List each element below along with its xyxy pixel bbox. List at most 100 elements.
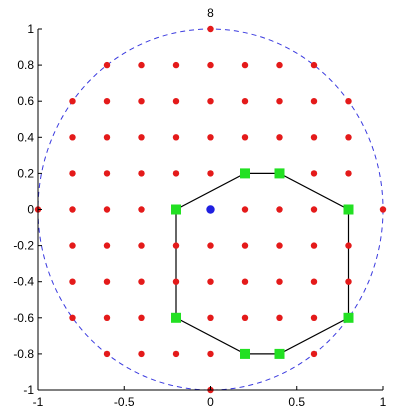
grid-point [172, 278, 180, 285]
y-tick-label: 0.6 [17, 94, 34, 108]
grid-point [172, 350, 180, 358]
grid-point [241, 61, 249, 69]
y-tick-label: -0.4 [13, 275, 34, 289]
y-tick-label: -1 [23, 383, 34, 397]
grid-point [310, 314, 318, 321]
grid-point [276, 98, 283, 105]
grid-point [241, 206, 249, 213]
polygon-outline [175, 172, 350, 355]
grid-point [276, 206, 283, 213]
vertex-marker [240, 348, 250, 359]
grid-point [103, 314, 111, 321]
x-tick-label: 1 [380, 395, 387, 409]
grid-point [345, 134, 352, 141]
grid-point [241, 278, 249, 285]
grid-point [103, 206, 111, 213]
grid-point [138, 61, 145, 69]
grid-point [276, 61, 283, 69]
y-tick-label: 0.8 [17, 58, 34, 72]
y-tick-label: -0.2 [13, 239, 34, 253]
y-tick-label: 0 [27, 203, 34, 217]
grid-point [310, 134, 318, 141]
grid-point [345, 242, 352, 249]
vertex-marker [343, 312, 354, 323]
grid-point [276, 278, 283, 285]
grid-point [207, 134, 214, 141]
grid-point [207, 25, 214, 33]
grid-point [172, 134, 180, 141]
grid-point [207, 98, 214, 105]
grid-point [138, 170, 145, 177]
grid-point [138, 278, 145, 285]
y-tick-label: 1 [27, 22, 34, 36]
grid-point [310, 98, 318, 105]
grid-point [69, 170, 76, 177]
grid-point [69, 98, 76, 105]
grid-point [138, 206, 145, 213]
grid-point [172, 61, 180, 69]
grid-point [138, 134, 145, 141]
y-tick-label: 0.2 [17, 166, 34, 180]
x-tick-label: -0.5 [114, 395, 135, 409]
x-tick-label: 0.5 [288, 395, 305, 409]
grid-point [103, 350, 111, 358]
polygon-layer [175, 172, 350, 355]
axes-layer: 1 0.8 0.6 0.4 0.2 0 -0.2 -0.4 -0.6 -0.8 -1-1 -0.5 0 0… [13, 22, 386, 409]
grid-point [103, 61, 111, 69]
grid-point [207, 350, 214, 358]
vertex-marker [171, 312, 181, 323]
y-tick-label: -0.8 [13, 347, 34, 361]
grid-point [207, 314, 214, 321]
y-tick-label: 0.4 [17, 130, 34, 144]
grid-point [276, 134, 283, 141]
grid-point [379, 206, 387, 213]
grid-point [310, 278, 318, 285]
grid-point [103, 134, 111, 141]
grid-point [138, 314, 145, 321]
grid-point [310, 350, 318, 358]
grid-point [310, 242, 318, 249]
vertex-marker [274, 348, 285, 359]
grid-point [172, 242, 180, 249]
grid-point [69, 206, 76, 213]
grid-point [310, 170, 318, 177]
grid-point [69, 242, 76, 249]
grid-point [207, 61, 214, 69]
grid-point [241, 242, 249, 249]
chart-title: 8 [207, 6, 214, 20]
vertex-markers-layer [171, 168, 354, 359]
grid-point [138, 350, 145, 358]
grid-point [103, 242, 111, 249]
grid-point [138, 242, 145, 249]
grid-point [310, 206, 318, 213]
grid-point [69, 278, 76, 285]
grid-point [207, 242, 214, 249]
center-point-layer [206, 205, 215, 214]
vertex-marker [171, 204, 181, 215]
vertex-marker [240, 168, 250, 179]
grid-point [103, 98, 111, 105]
x-tick-label: 0 [207, 395, 214, 409]
grid-point [207, 170, 214, 177]
grid-point [138, 98, 145, 105]
grid-point [103, 278, 111, 285]
grid-point [103, 170, 111, 177]
vertex-marker [343, 204, 354, 215]
grid-point [69, 134, 76, 141]
vertex-marker [274, 168, 285, 179]
grid-point [276, 242, 283, 249]
grid-point [241, 314, 249, 321]
grid-point [310, 61, 318, 69]
grid-point [345, 98, 352, 105]
x-tick-label: -1 [33, 395, 44, 409]
grid-point [345, 278, 352, 285]
grid-point [276, 314, 283, 321]
center-point [206, 205, 215, 214]
grid-point [172, 170, 180, 177]
grid-point [345, 170, 352, 177]
grid-point [69, 314, 76, 321]
grid-point [241, 98, 249, 105]
grid-point [241, 134, 249, 141]
